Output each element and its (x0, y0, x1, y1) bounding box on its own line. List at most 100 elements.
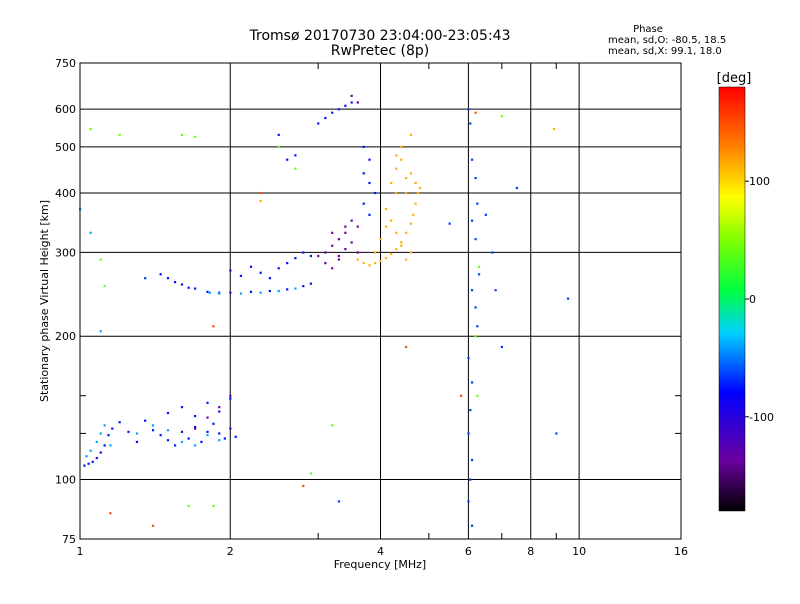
x-tick-label: 4 (377, 545, 384, 558)
stats-line-x: mean, sd,X: 99.1, 18.0 (608, 46, 722, 57)
data-point (180, 406, 184, 409)
data-point (194, 444, 197, 447)
data-point (259, 291, 262, 294)
plot-frame (79, 62, 682, 540)
data-point (384, 208, 388, 211)
x-tick-label: 16 (674, 545, 688, 558)
data-point (467, 500, 470, 503)
data-point (218, 432, 221, 435)
data-point (206, 290, 209, 293)
data-point (356, 101, 359, 104)
data-point (337, 258, 341, 261)
y-tick-label: 300 (55, 246, 76, 259)
data-point (118, 133, 121, 136)
data-point (109, 512, 112, 515)
colorbar-tick-label: -100 (749, 411, 774, 424)
stats-line-o: mean, sd,O: -80.5, 18.5 (608, 35, 726, 46)
data-point (206, 416, 209, 419)
data-point (324, 251, 327, 254)
data-point (494, 289, 497, 292)
data-point (368, 181, 371, 185)
data-point (344, 231, 347, 234)
data-point (474, 111, 477, 114)
data-point (229, 269, 232, 272)
data-point (99, 258, 102, 261)
data-point (384, 257, 388, 260)
data-point (166, 429, 170, 432)
data-point (405, 176, 408, 180)
data-point (194, 414, 197, 418)
data-point (218, 292, 221, 295)
data-point (356, 251, 359, 254)
data-point (477, 273, 481, 276)
data-point (151, 429, 155, 432)
data-point (95, 456, 98, 460)
data-point (395, 167, 398, 170)
data-point (484, 213, 487, 216)
data-point (212, 325, 215, 328)
data-point (337, 500, 341, 503)
data-point (294, 257, 297, 260)
data-point (187, 437, 190, 440)
data-point (187, 286, 190, 289)
data-point (259, 271, 262, 274)
chart-subtitle: RwPretec (8p) (331, 43, 429, 59)
data-point (259, 199, 262, 203)
data-point (476, 325, 479, 328)
data-point (395, 248, 398, 251)
data-point (218, 406, 221, 409)
data-point (356, 225, 359, 228)
x-tick-label: 1 (77, 545, 84, 558)
data-point (173, 444, 177, 447)
data-point (317, 122, 320, 125)
data-point (173, 281, 177, 284)
data-point (412, 213, 415, 216)
data-point (294, 154, 297, 157)
data-point (362, 262, 365, 265)
data-point (460, 394, 463, 397)
data-point (405, 191, 408, 195)
data-point (469, 408, 472, 412)
data-point (515, 186, 518, 190)
stats-heading: Phase (633, 24, 663, 35)
data-point (103, 444, 106, 447)
chart-title: Tromsø 20170730 23:04:00-23:05:43 (249, 28, 511, 44)
colorbar (718, 86, 746, 512)
data-point (309, 472, 312, 475)
data-point (151, 524, 155, 527)
data-point (324, 116, 327, 120)
data-point (467, 432, 470, 435)
data-point (400, 158, 403, 161)
data-point (419, 186, 422, 190)
data-point (400, 145, 403, 149)
data-point (474, 176, 477, 180)
data-point (390, 181, 393, 185)
data-point (474, 238, 477, 241)
data-point (259, 191, 262, 195)
y-tick-label: 100 (55, 474, 76, 487)
data-point (474, 335, 477, 338)
data-point (229, 427, 232, 430)
data-point (374, 262, 377, 265)
data-point (135, 432, 139, 435)
data-point (344, 104, 347, 107)
data-point (476, 202, 479, 205)
data-point (350, 219, 353, 222)
data-point (368, 264, 371, 267)
data-point (448, 222, 451, 225)
data-point (409, 251, 412, 254)
point-layer (79, 94, 570, 527)
data-point (395, 231, 398, 234)
data-point (374, 191, 377, 195)
data-point (91, 460, 94, 463)
data-point (467, 108, 470, 111)
data-point (309, 282, 312, 285)
data-point (416, 191, 419, 195)
grid-layer (80, 63, 681, 539)
data-point (384, 225, 388, 228)
data-point (379, 238, 382, 241)
data-point (350, 101, 353, 104)
data-point (470, 158, 474, 161)
data-point (286, 288, 289, 291)
data-point (356, 258, 359, 261)
